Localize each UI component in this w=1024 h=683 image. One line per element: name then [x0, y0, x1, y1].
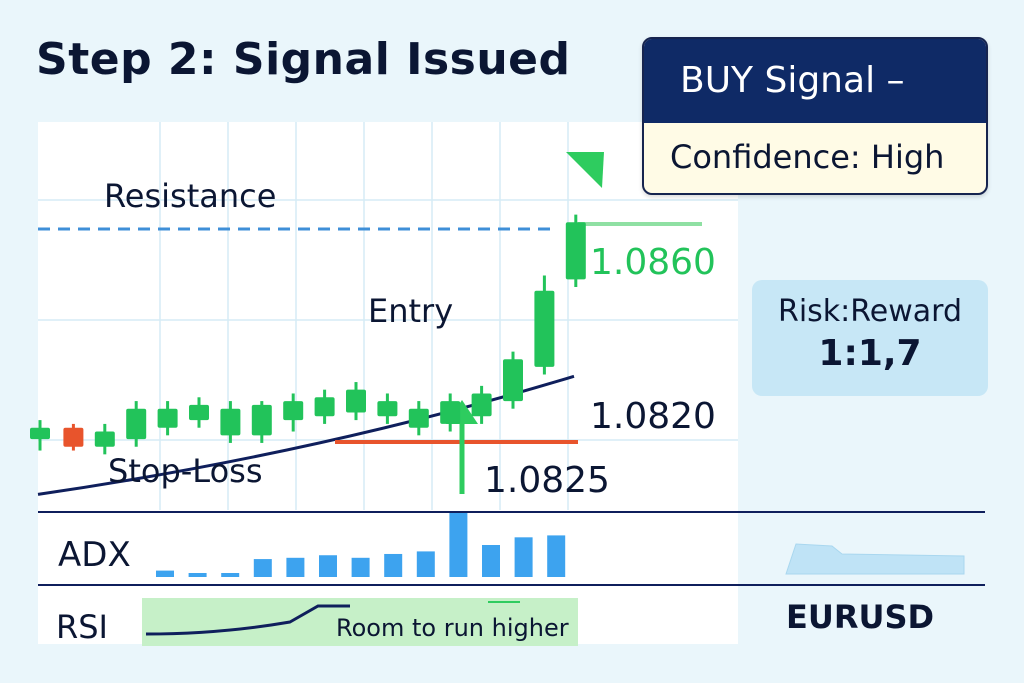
risk-reward-card: Risk:Reward 1:1,7 — [752, 280, 988, 396]
confidence-label: Confidence: High — [670, 138, 945, 176]
candle-body — [565, 222, 586, 280]
adx-bar — [384, 553, 403, 577]
adx-bar — [547, 535, 566, 577]
adx-bar — [156, 570, 174, 577]
target-arrow-icon — [566, 152, 604, 188]
currency-pair: EURUSD — [786, 598, 935, 636]
candle-body — [503, 359, 523, 402]
target-price-label: 1.0860 — [590, 242, 716, 283]
adx-bar — [482, 545, 500, 577]
adx-bar — [221, 573, 240, 577]
risk-reward-label: Risk:Reward — [777, 294, 962, 329]
entry-label: Entry — [368, 292, 453, 330]
candle-body — [220, 408, 241, 436]
rsi-label: RSI — [56, 608, 108, 646]
adx-bar — [449, 513, 468, 577]
candle-body — [251, 404, 272, 436]
current-price-label: 1.0820 — [590, 396, 716, 437]
candle-body — [30, 427, 50, 440]
candle-body — [346, 389, 366, 413]
adx-bar — [286, 557, 305, 577]
adx-bar — [253, 559, 272, 577]
trend-line — [37, 374, 575, 496]
trend-line-layer — [37, 374, 575, 496]
buy-signal-card: BUY Signal – Confidence: High — [642, 37, 988, 195]
chart-labels: Resistance Entry Stop-Loss 1.0860 1.0820 1.08… — [56, 177, 716, 646]
resistance-label: Resistance — [104, 177, 276, 215]
candle-body — [189, 404, 209, 421]
candle-body — [440, 401, 461, 424]
rsi-note: Room to run higher — [336, 614, 569, 642]
candle-body — [283, 401, 304, 421]
candle-body — [63, 427, 84, 447]
adx-thumbnail — [785, 543, 965, 575]
adx-bar — [351, 557, 370, 577]
adx-bar — [319, 555, 337, 577]
adx-bar — [416, 551, 435, 577]
risk-reward-value: 1:1,7 — [818, 333, 922, 374]
candle-body — [471, 393, 492, 417]
candle-body — [94, 431, 115, 447]
adx-label: ADX — [58, 535, 131, 575]
page-title: Step 2: Signal Issued — [36, 34, 571, 85]
candle-body — [157, 408, 178, 428]
adx-bar — [188, 573, 207, 577]
grid — [38, 122, 738, 510]
adx-panel — [38, 511, 985, 586]
candle-body — [377, 401, 398, 417]
candle-body — [408, 408, 429, 428]
adx-bar — [514, 537, 533, 577]
candles-layer — [30, 214, 586, 455]
entry-price-label: 1.0825 — [484, 460, 610, 501]
candle-body — [126, 408, 147, 440]
candle-body — [314, 397, 335, 417]
candle-body — [534, 290, 555, 367]
stop-loss-label: Stop-Loss — [108, 452, 262, 490]
buy-signal-heading: BUY Signal – — [644, 39, 986, 123]
rsi-line — [145, 604, 350, 636]
rsi-panel — [142, 598, 578, 646]
rsi-zone — [142, 598, 578, 646]
